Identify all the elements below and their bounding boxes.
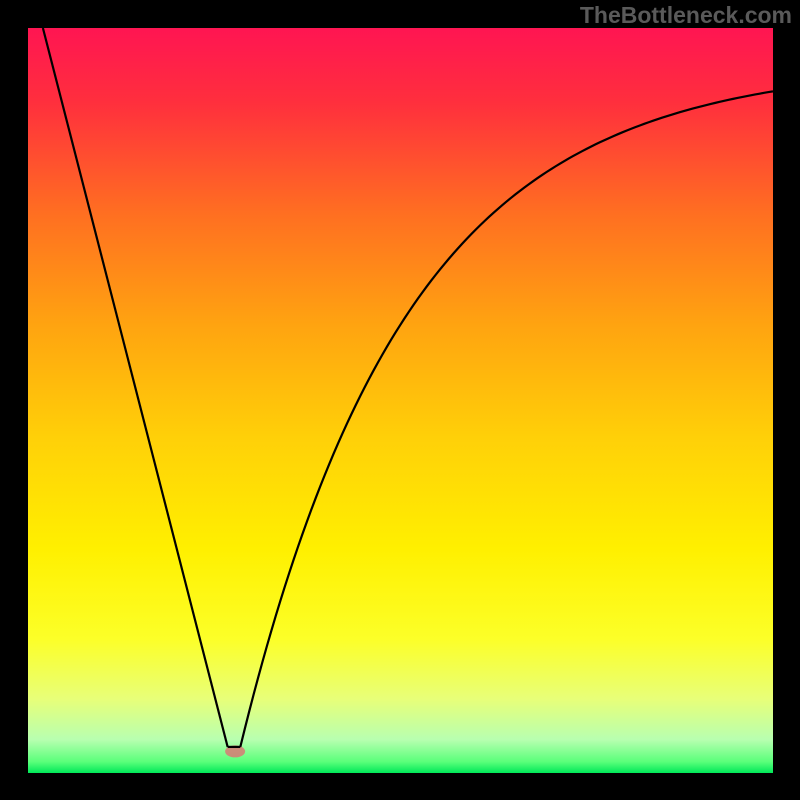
plot-area xyxy=(28,28,773,773)
chart-container: TheBottleneck.com xyxy=(0,0,800,800)
watermark-text: TheBottleneck.com xyxy=(580,2,792,29)
plot-svg xyxy=(28,28,773,773)
